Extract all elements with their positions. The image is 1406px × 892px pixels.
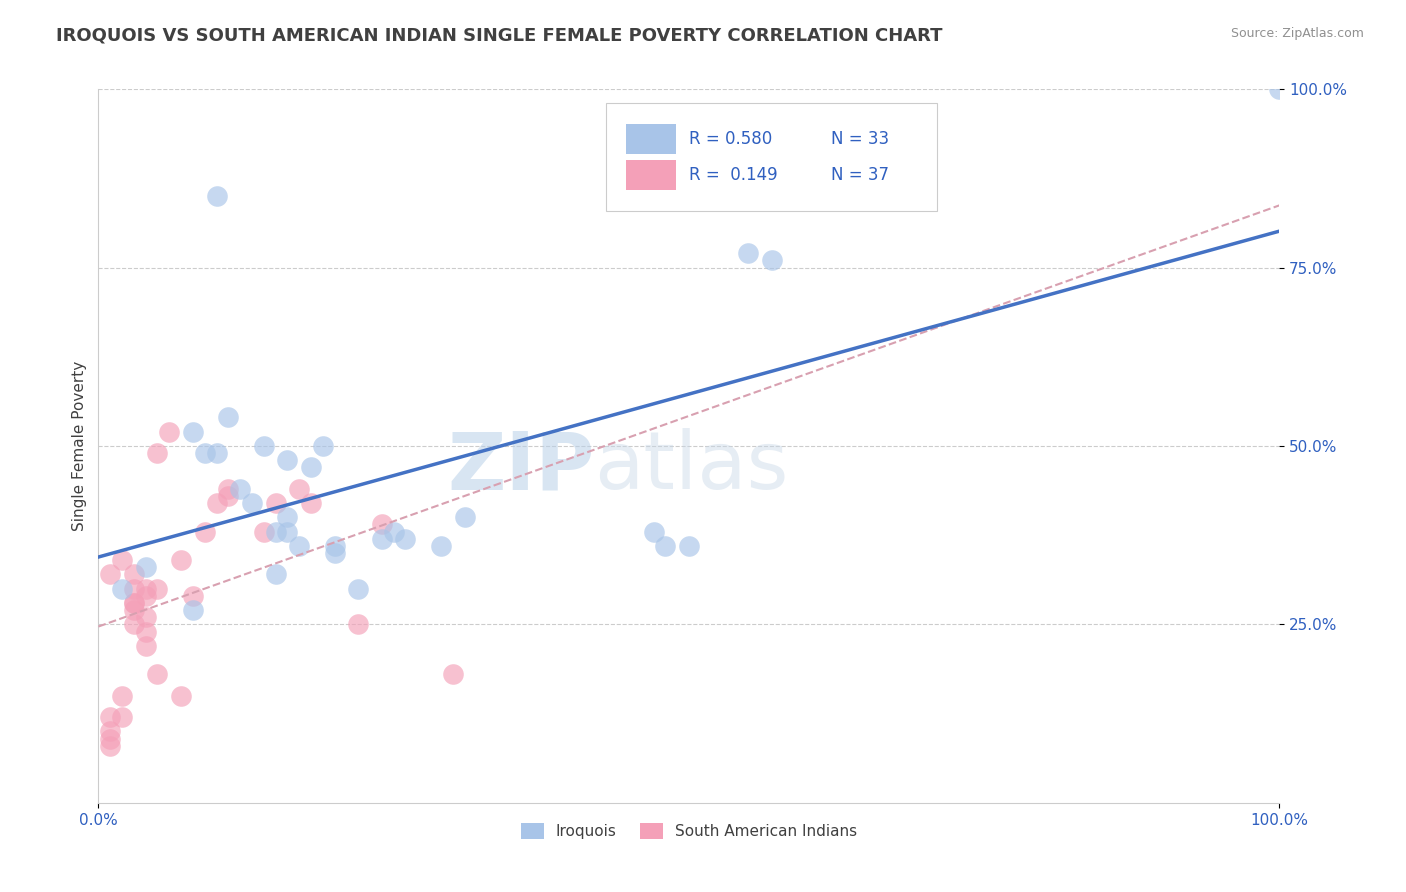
Point — [98, 710, 121, 724]
Point — [678, 539, 700, 553]
Point — [146, 446, 169, 460]
Point — [194, 446, 217, 460]
Point — [761, 253, 783, 268]
Point — [122, 596, 145, 610]
Point — [347, 582, 370, 596]
Point — [217, 410, 239, 425]
Point — [111, 689, 134, 703]
Point — [229, 482, 252, 496]
Text: R = 0.580: R = 0.580 — [689, 130, 772, 148]
Point — [441, 667, 464, 681]
Point — [253, 439, 276, 453]
Point — [135, 639, 157, 653]
Point — [264, 496, 287, 510]
Point — [299, 460, 322, 475]
Text: N = 37: N = 37 — [831, 166, 889, 184]
Point — [288, 539, 311, 553]
Point — [217, 489, 239, 503]
Point — [111, 553, 134, 567]
Point — [135, 610, 157, 624]
Point — [205, 496, 228, 510]
Point — [217, 482, 239, 496]
Point — [323, 539, 346, 553]
Point — [276, 453, 298, 467]
Point — [299, 496, 322, 510]
Point — [122, 617, 145, 632]
Point — [1268, 82, 1291, 96]
Point — [654, 539, 676, 553]
Bar — [626, 160, 676, 190]
Point — [264, 567, 287, 582]
Text: atlas: atlas — [595, 428, 789, 507]
Point — [181, 425, 204, 439]
Text: Source: ZipAtlas.com: Source: ZipAtlas.com — [1230, 27, 1364, 40]
Point — [135, 560, 157, 574]
Text: R =  0.149: R = 0.149 — [689, 166, 778, 184]
Point — [276, 510, 298, 524]
Point — [111, 582, 134, 596]
Point — [146, 582, 169, 596]
Point — [264, 524, 287, 539]
Bar — [626, 124, 676, 154]
Point — [157, 425, 180, 439]
Point — [453, 510, 475, 524]
Point — [323, 546, 346, 560]
Point — [737, 246, 759, 260]
Point — [122, 603, 145, 617]
Point — [347, 617, 370, 632]
Point — [394, 532, 416, 546]
Point — [135, 582, 157, 596]
Point — [181, 589, 204, 603]
Point — [135, 624, 157, 639]
Point — [170, 689, 193, 703]
Text: IROQUOIS VS SOUTH AMERICAN INDIAN SINGLE FEMALE POVERTY CORRELATION CHART: IROQUOIS VS SOUTH AMERICAN INDIAN SINGLE… — [56, 27, 943, 45]
Point — [288, 482, 311, 496]
Point — [371, 532, 394, 546]
Point — [205, 446, 228, 460]
Point — [253, 524, 276, 539]
Point — [122, 567, 145, 582]
Point — [276, 524, 298, 539]
FancyBboxPatch shape — [606, 103, 936, 211]
Point — [146, 667, 169, 681]
Text: N = 33: N = 33 — [831, 130, 889, 148]
Text: ZIP: ZIP — [447, 428, 595, 507]
Point — [122, 582, 145, 596]
Point — [371, 517, 394, 532]
Point — [98, 731, 121, 746]
Point — [98, 739, 121, 753]
Point — [98, 724, 121, 739]
Point — [382, 524, 405, 539]
Point — [240, 496, 263, 510]
Point — [170, 553, 193, 567]
Point — [205, 189, 228, 203]
Point — [135, 589, 157, 603]
Point — [111, 710, 134, 724]
Point — [181, 603, 204, 617]
Point — [122, 596, 145, 610]
Point — [312, 439, 335, 453]
Point — [98, 567, 121, 582]
Point — [643, 524, 665, 539]
Legend: Iroquois, South American Indians: Iroquois, South American Indians — [515, 817, 863, 845]
Point — [430, 539, 453, 553]
Y-axis label: Single Female Poverty: Single Female Poverty — [72, 361, 87, 531]
Point — [194, 524, 217, 539]
